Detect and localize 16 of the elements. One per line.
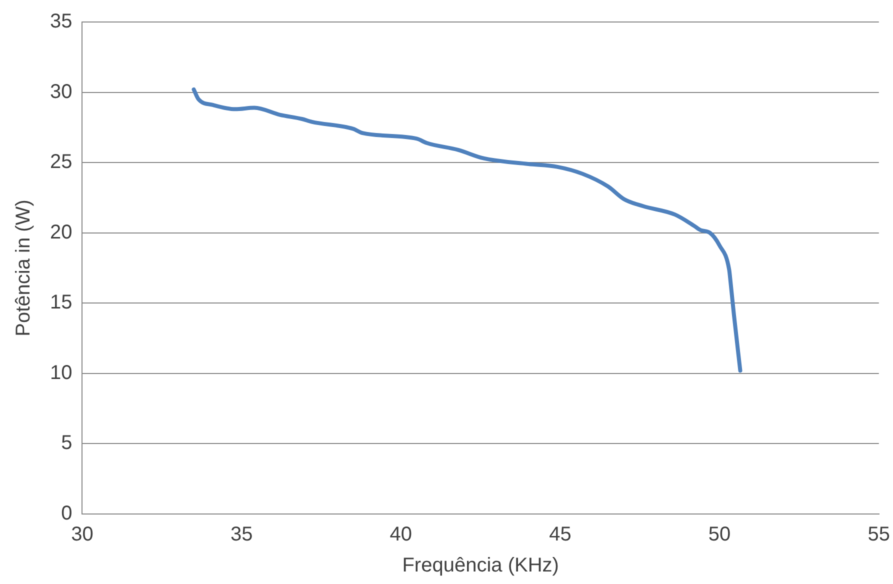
y-tick-label: 20 xyxy=(50,221,72,244)
y-tick-label: 15 xyxy=(50,292,72,314)
y-tick-label: 25 xyxy=(50,151,72,174)
x-axis-title: Frequência (KHz) xyxy=(402,554,559,577)
y-tick-label: 35 xyxy=(50,10,72,33)
y-axis-title: Potência in (W) xyxy=(12,200,35,336)
x-tick-label: 45 xyxy=(549,524,572,546)
y-tick-label: 30 xyxy=(50,80,72,103)
x-tick-label: 50 xyxy=(708,524,731,546)
line-series xyxy=(192,87,742,373)
y-tick-label: 5 xyxy=(61,432,72,454)
x-tick-label: 35 xyxy=(230,524,253,546)
x-tick-label: 40 xyxy=(390,524,412,546)
x-tick-label: 55 xyxy=(868,524,890,546)
y-tick-label: 10 xyxy=(50,362,72,384)
y-tick-label: 0 xyxy=(61,502,72,525)
